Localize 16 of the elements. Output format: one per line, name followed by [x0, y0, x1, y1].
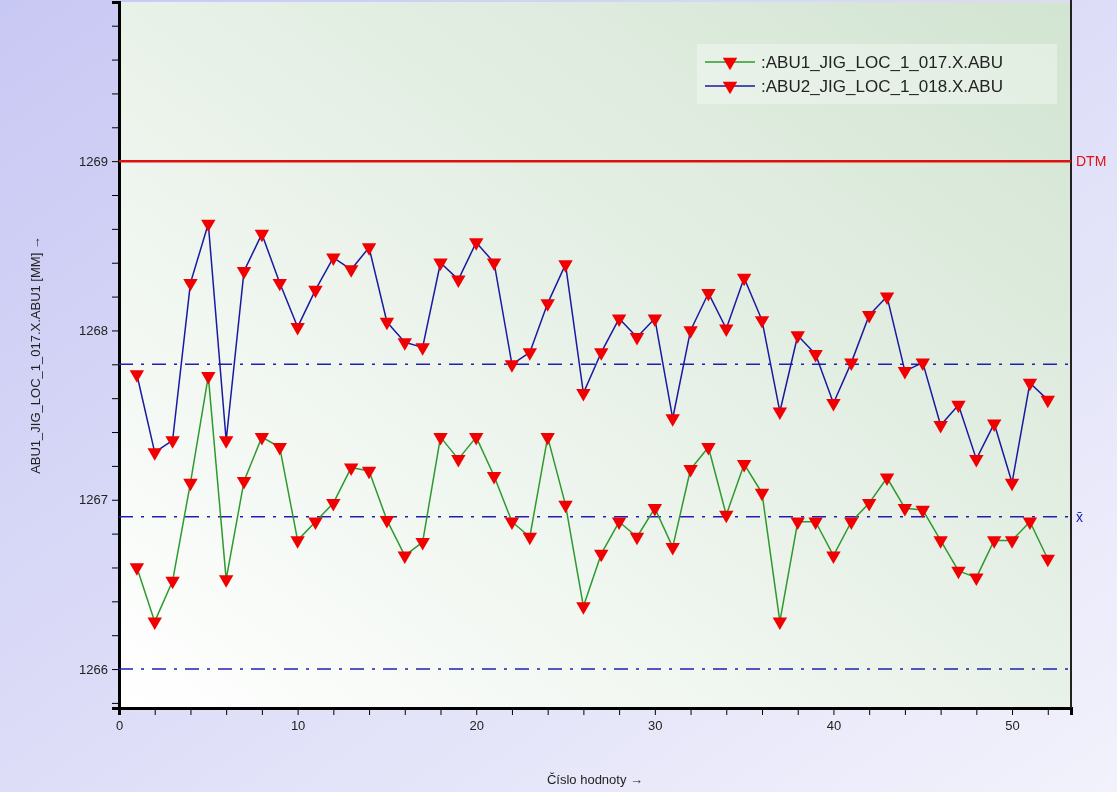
ref-line-label: DTM [1076, 153, 1107, 170]
x-tick-label: 50 [1005, 718, 1020, 734]
ref-line-label: x̄ [1076, 508, 1083, 525]
y-axis-title: ABU1_JIG_LOC_1_017.X.ABU1 [MM] → [28, 236, 43, 474]
y-tick-label: 1269 [79, 153, 108, 169]
x-axis-title: Číslo hodnoty → [546, 772, 644, 787]
x-tick-label: 0 [115, 718, 124, 734]
legend-label: :ABU1_JIG_LOC_1_017.X.ABU [761, 53, 1003, 72]
legend-label: :ABU2_JIG_LOC_1_018.X.ABU [761, 77, 1003, 96]
y-tick-label: 1267 [79, 492, 108, 508]
y-tick-label: 1268 [79, 323, 108, 339]
x-tick-label: 40 [826, 718, 842, 734]
x-tick-label: 10 [290, 718, 306, 734]
x-tick-label: 20 [469, 718, 484, 734]
x-tick-label: 30 [648, 718, 663, 734]
y-tick-label: 1266 [79, 661, 108, 677]
